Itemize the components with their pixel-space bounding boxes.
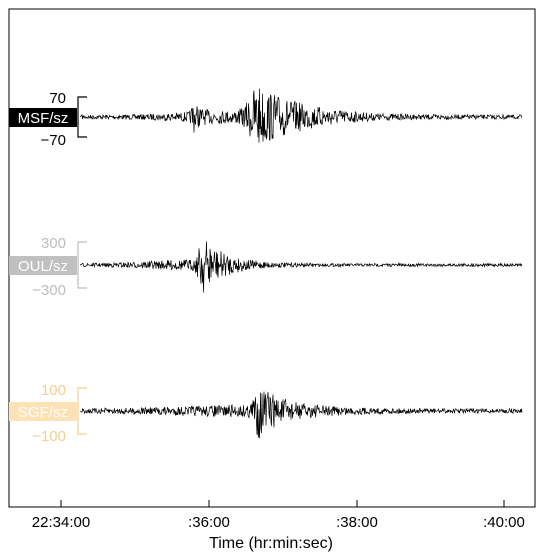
y-tick-bottom-msf: −70	[41, 132, 66, 149]
station-label-bg-oul	[9, 256, 77, 275]
y-tick-bottom-sgf: −100	[32, 428, 66, 445]
x-axis-label: Time (hr:min:sec)	[209, 535, 333, 552]
trace-oul: 300 −300 OUL/sz	[9, 235, 523, 299]
trace-msf: 70 −70 MSF/sz	[9, 88, 523, 149]
trace-sgf: 100 −100 SGF/sz	[9, 382, 523, 445]
y-scale-bracket-msf	[77, 96, 87, 138]
station-label-oul: OUL/sz	[18, 258, 68, 275]
x-tick-label: :38:00	[336, 514, 378, 531]
waveform-oul	[79, 241, 523, 293]
x-tick-label: :40:00	[483, 514, 525, 531]
y-scale-bracket-oul	[77, 241, 87, 289]
x-tick-label: 22:34:00	[32, 514, 90, 531]
waveform-msf	[79, 88, 523, 143]
station-label-bg-msf	[9, 108, 77, 127]
y-tick-bottom-oul: −300	[32, 282, 66, 299]
waveform-sgf	[79, 391, 523, 439]
y-tick-top-msf: 70	[49, 90, 66, 107]
plot-frame	[8, 8, 536, 508]
y-scale-bracket-sgf	[77, 387, 87, 435]
y-tick-top-sgf: 100	[41, 382, 66, 399]
station-label-msf: MSF/sz	[18, 110, 69, 127]
y-tick-top-oul: 300	[41, 235, 66, 252]
x-tick-label: :36:00	[188, 514, 230, 531]
station-label-sgf: SGF/sz	[18, 404, 68, 421]
station-label-bg-sgf	[9, 402, 77, 421]
x-axis: 22:34:00 :36:00 :38:00 :40:00 Time (hr:m…	[32, 500, 525, 552]
